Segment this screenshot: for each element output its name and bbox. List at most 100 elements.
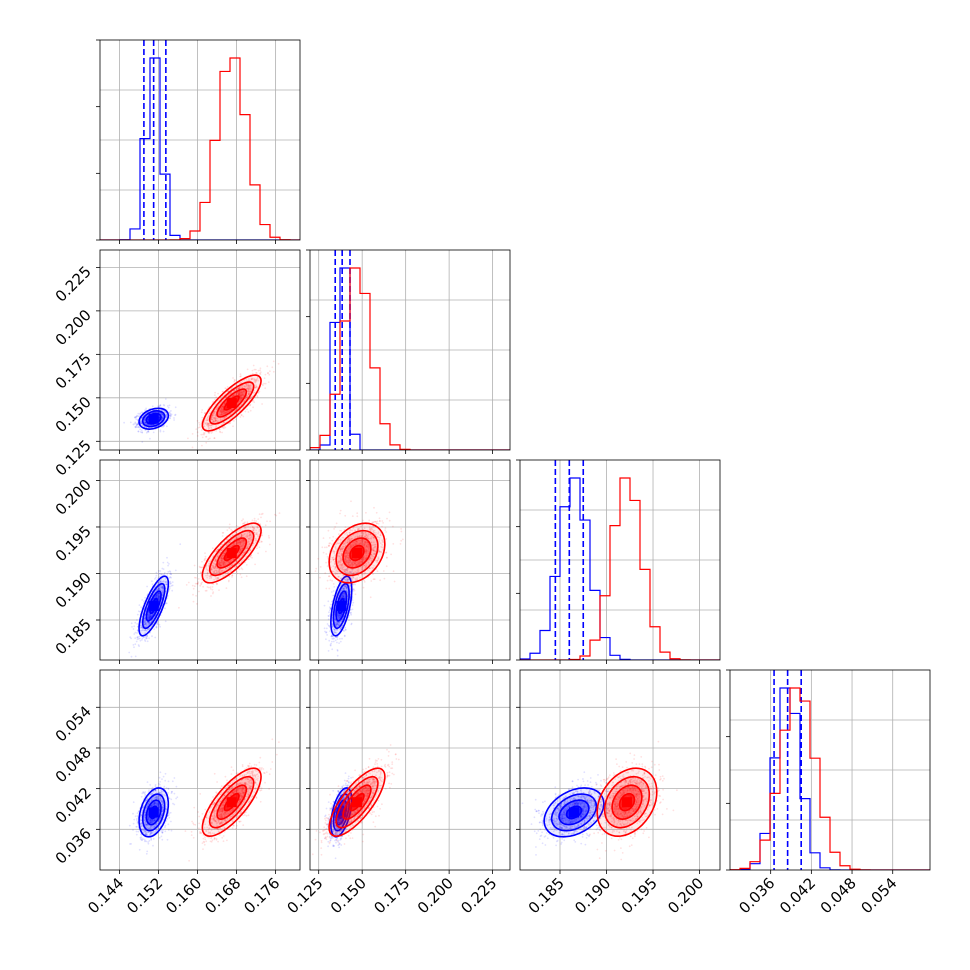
sample-point <box>157 593 160 596</box>
sample-point <box>241 553 244 556</box>
sample-point <box>258 546 261 549</box>
sample-point <box>151 580 153 583</box>
sample-point <box>162 425 164 428</box>
sample-point <box>154 578 156 580</box>
sample-point <box>249 385 252 388</box>
sample-point <box>255 378 258 381</box>
sample-point <box>171 584 174 587</box>
sample-point <box>272 360 275 363</box>
sample-point <box>211 416 214 418</box>
sample-point <box>169 571 172 573</box>
sample-point <box>261 403 263 405</box>
sample-point <box>158 592 161 594</box>
sample-point <box>140 429 143 431</box>
sample-point <box>243 551 246 554</box>
sample-point <box>221 555 224 557</box>
sample-point <box>147 628 149 631</box>
sample-point <box>227 571 230 574</box>
sample-point <box>220 410 223 413</box>
sample-point <box>266 372 269 375</box>
sample-point <box>211 430 214 433</box>
sample-point <box>166 572 169 575</box>
sample-point <box>161 417 164 420</box>
sample-point <box>157 582 159 584</box>
sample-point <box>148 616 151 619</box>
sample-point <box>207 423 210 426</box>
sample-point <box>134 425 137 428</box>
sample-point <box>232 425 234 428</box>
sample-point <box>239 545 242 547</box>
sample-point <box>247 379 250 382</box>
sample-point <box>146 585 148 588</box>
sample-point <box>135 425 138 427</box>
sample-point <box>223 403 226 405</box>
sample-point <box>236 403 239 405</box>
sample-point <box>140 417 143 419</box>
sample-point <box>241 519 243 522</box>
peak-marker-red <box>226 398 237 408</box>
sample-point <box>141 411 144 414</box>
sample-point <box>131 626 133 628</box>
sample-point <box>136 415 139 418</box>
sample-point <box>238 387 241 389</box>
sample-point <box>237 406 240 409</box>
sample-point <box>255 380 258 383</box>
sample-point <box>259 369 261 372</box>
sample-point <box>220 410 222 412</box>
sample-point <box>166 556 168 559</box>
sample-point <box>222 412 224 415</box>
sample-point <box>261 534 263 537</box>
sample-point <box>201 436 204 439</box>
sample-point <box>170 584 173 587</box>
sample-point <box>188 451 190 453</box>
sample-point <box>147 429 150 432</box>
sample-point <box>246 385 249 387</box>
sample-point <box>164 578 167 580</box>
sample-point <box>238 391 241 394</box>
sample-point <box>196 431 199 434</box>
sample-point <box>159 430 162 433</box>
sample-point <box>232 377 234 379</box>
sample-point <box>221 562 224 565</box>
sample-point <box>162 561 165 564</box>
sample-point <box>165 602 168 605</box>
sample-point <box>247 526 249 529</box>
sample-point <box>225 396 227 399</box>
sample-point <box>158 575 161 578</box>
sample-point <box>133 646 135 649</box>
sample-point <box>224 411 227 414</box>
sample-point <box>268 536 270 539</box>
sample-point <box>215 583 218 586</box>
sample-point <box>219 410 222 412</box>
sample-point <box>150 616 152 618</box>
sample-point <box>144 632 146 635</box>
sample-point <box>212 421 215 424</box>
sample-point <box>192 600 195 603</box>
sample-point <box>214 398 216 401</box>
sample-point <box>145 407 147 410</box>
sample-point <box>238 382 241 384</box>
sample-point <box>231 395 234 397</box>
sample-point <box>139 431 142 433</box>
sample-point <box>241 391 243 394</box>
sample-point <box>143 636 145 639</box>
sample-point <box>136 426 138 428</box>
sample-point <box>247 411 250 413</box>
sample-point <box>148 615 151 618</box>
sample-point <box>209 575 212 578</box>
sample-point <box>206 416 209 419</box>
sample-point <box>244 385 247 388</box>
sample-point <box>216 576 218 579</box>
sample-point <box>136 632 138 634</box>
sample-point <box>218 414 220 416</box>
sample-point <box>237 392 240 394</box>
sample-point <box>220 565 223 568</box>
sample-point <box>210 432 213 434</box>
sample-point <box>158 596 161 599</box>
panel-frame <box>99 249 301 451</box>
sample-point <box>221 535 224 537</box>
sample-point <box>167 570 170 573</box>
sample-point <box>250 536 253 539</box>
sample-point <box>166 597 169 599</box>
sample-point <box>255 533 258 535</box>
